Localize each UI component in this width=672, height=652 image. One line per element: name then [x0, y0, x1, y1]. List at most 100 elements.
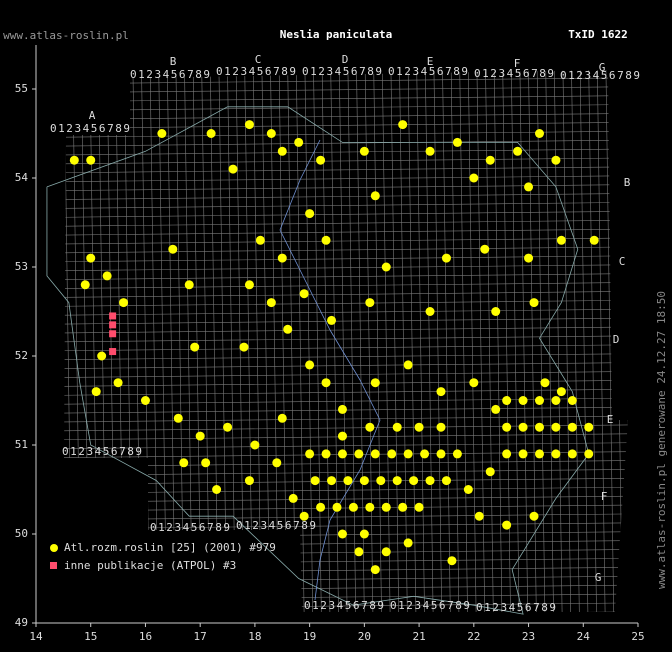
grid-cell-line: [64, 237, 628, 245]
grid-cell-line: [433, 70, 443, 612]
grid-letter: G: [599, 61, 606, 74]
y-tick-label: 54: [15, 171, 29, 184]
grid-letter: G: [595, 571, 602, 584]
record-dot: [102, 271, 112, 281]
x-tick-label: 17: [194, 630, 207, 643]
grid-cell-line: [287, 70, 296, 612]
record-dot: [398, 502, 408, 512]
grid-cell-line: [330, 70, 339, 612]
record-dot: [321, 235, 331, 245]
grid-digits: 0123456789: [388, 65, 468, 78]
grid-cell-line: [64, 415, 628, 423]
record-dot: [305, 449, 315, 459]
grid-cell-line: [98, 70, 107, 612]
record-dot: [86, 253, 96, 263]
record-dot: [425, 146, 435, 156]
grid-digits: 0123456789: [560, 69, 640, 82]
grid-cell-line: [64, 344, 628, 352]
grid-cell-line: [562, 70, 572, 612]
record-dot: [502, 422, 512, 432]
grid-cell-line: [64, 148, 628, 156]
record-dot: [337, 431, 347, 441]
x-tick-label: 25: [631, 630, 644, 643]
grid-cell-line: [553, 70, 563, 612]
record-dot: [480, 244, 490, 254]
record-dot: [452, 137, 462, 147]
record-dot: [305, 209, 315, 219]
record-dot: [409, 476, 419, 486]
grid-cell-line: [459, 70, 468, 612]
record-dot: [463, 485, 473, 494]
grid-cell-line: [596, 70, 606, 612]
record-dot: [381, 547, 391, 557]
record-dot: [436, 387, 446, 397]
grid-letter: C: [619, 255, 626, 268]
grid-cell-line: [622, 70, 628, 612]
record-dot: [502, 396, 512, 405]
grid-cell-line: [416, 70, 425, 612]
record-dot: [201, 458, 211, 468]
grid-cell-line: [295, 70, 305, 612]
record-dot: [518, 422, 528, 432]
record-dot: [469, 173, 479, 183]
grid-cell-line: [175, 70, 185, 612]
grid-cell-line: [424, 70, 434, 612]
grid-cell-line: [64, 335, 628, 343]
grid-cell-line: [64, 77, 628, 85]
grid-cell-line: [64, 308, 628, 316]
record-dot: [381, 502, 391, 512]
record-dot: [551, 155, 561, 165]
country-border: [46, 106, 590, 615]
record-dot: [316, 502, 326, 512]
record-dot: [365, 502, 375, 512]
grid-cell-line: [605, 70, 615, 612]
record-dot: [381, 262, 391, 272]
record-dot: [310, 476, 320, 486]
record-dot: [513, 146, 523, 156]
grid-cell-line: [476, 70, 486, 612]
record-dot: [69, 155, 79, 165]
record-dot: [168, 244, 178, 254]
record-dot: [584, 449, 594, 459]
grid-digits: 0123456789: [474, 67, 554, 80]
record-dot: [244, 476, 254, 486]
grid-cell-line: [115, 70, 124, 612]
record-dot: [370, 565, 380, 575]
record-dot: [327, 476, 337, 486]
record-dot: [244, 120, 254, 130]
grid-cell-line: [485, 70, 494, 612]
record-dot: [551, 422, 561, 432]
record-dot: [584, 422, 594, 432]
grid-cell-line: [64, 211, 628, 218]
grid-letter: B: [624, 176, 631, 189]
record-dot: [589, 235, 599, 245]
record-dot: [567, 396, 577, 405]
grid-cell-line: [132, 70, 142, 612]
legend-marker: [50, 544, 58, 552]
grid-cell-line: [64, 575, 628, 583]
site-label: www.atlas-roslin.pl: [3, 29, 129, 42]
record-dot: [551, 396, 561, 405]
record-dot: [212, 485, 222, 494]
record-dot: [80, 280, 90, 290]
taxon-id: TxID 1622: [568, 28, 628, 41]
record-dot: [403, 449, 413, 459]
record-dot: [502, 520, 512, 530]
record-dot: [403, 360, 413, 370]
grid-cell-line: [106, 70, 116, 612]
grid-cell-line: [64, 442, 628, 449]
grid-digits: 0123456789: [216, 65, 296, 78]
grid-cell-line: [89, 70, 99, 612]
grid-cell-line: [545, 70, 554, 612]
grid-cell-line: [407, 70, 417, 612]
grid-cell-line: [64, 504, 628, 512]
grid-letter: F: [514, 57, 521, 70]
record-dot: [86, 155, 96, 165]
grid-cell-line: [373, 70, 382, 612]
grid-cell-line: [64, 362, 628, 369]
grid-cell-line: [80, 70, 90, 612]
record-dot: [387, 449, 397, 459]
record-dot: [491, 404, 501, 414]
grid-letter: E: [607, 413, 614, 426]
grid-cell-line: [64, 264, 628, 271]
